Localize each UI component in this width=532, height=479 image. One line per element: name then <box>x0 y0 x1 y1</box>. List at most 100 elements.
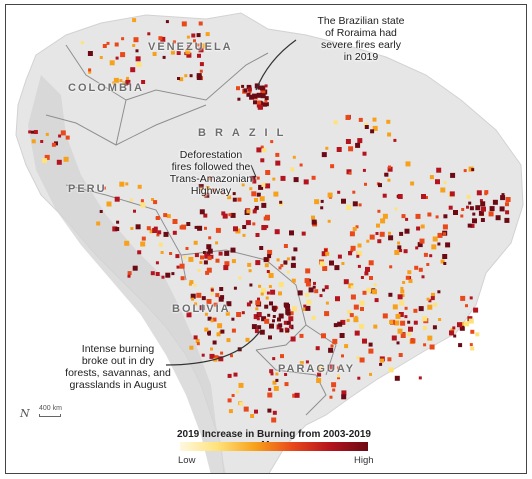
fire-pixel <box>184 74 188 78</box>
fire-pixel <box>260 85 266 91</box>
fire-pixel <box>193 335 198 340</box>
fire-pixel <box>290 167 295 172</box>
fire-pixel <box>472 218 477 224</box>
fire-pixel <box>258 284 262 288</box>
fire-pixel <box>210 347 213 351</box>
fire-pixel <box>387 178 391 182</box>
fire-pixel <box>404 306 408 310</box>
fire-pixel <box>153 200 158 205</box>
fire-pixel <box>291 256 296 261</box>
fire-pixel <box>222 213 228 219</box>
fire-pixel <box>260 292 264 296</box>
fire-pixel <box>250 414 255 418</box>
fire-pixel <box>428 299 432 303</box>
fire-pixel <box>215 227 221 233</box>
fire-pixel <box>28 130 32 134</box>
fire-pixel <box>140 241 146 247</box>
fire-pixel <box>362 168 366 172</box>
fire-pixel <box>378 183 382 188</box>
fire-pixel <box>136 62 142 67</box>
fire-pixel <box>289 230 294 236</box>
fire-pixel <box>386 119 391 124</box>
fire-pixel <box>333 120 338 125</box>
fire-pixel <box>135 49 139 53</box>
fire-pixel <box>279 328 284 333</box>
andes-shading <box>28 75 226 473</box>
fire-pixel <box>480 218 485 222</box>
fire-pixel <box>334 265 340 271</box>
fire-pixel <box>260 288 266 294</box>
fire-pixel <box>356 254 360 258</box>
highway-leader-line <box>250 164 257 178</box>
fire-pixel <box>337 376 340 380</box>
fire-pixel <box>236 312 242 317</box>
fire-pixel <box>311 315 316 320</box>
fire-pixel <box>397 194 403 199</box>
fire-pixel <box>427 212 432 217</box>
fire-pixel <box>243 406 249 412</box>
fire-pixel <box>401 214 406 219</box>
fire-pixel <box>372 117 377 122</box>
fire-pixel <box>179 263 185 269</box>
fire-pixel <box>394 320 400 326</box>
fire-pixel <box>163 231 169 237</box>
fire-pixel <box>158 36 163 41</box>
fire-pixel <box>133 209 136 213</box>
fire-pixel <box>201 296 206 301</box>
fire-pixel <box>246 209 251 214</box>
fire-pixel <box>260 145 264 149</box>
fire-pixel <box>196 43 200 47</box>
fire-pixel <box>172 40 176 44</box>
fire-pixel <box>99 56 103 59</box>
fire-pixel <box>60 130 66 136</box>
fire-pixel <box>267 313 271 317</box>
fire-pixel <box>165 272 171 278</box>
fire-pixel <box>199 187 203 191</box>
fire-pixel <box>285 303 290 309</box>
fire-pixel <box>289 311 294 316</box>
annotation-roraima-line-3: severe fires early <box>321 39 401 51</box>
fire-pixel <box>254 329 259 334</box>
fire-pixel <box>268 285 272 288</box>
fire-pixel <box>440 187 446 193</box>
fire-pixel <box>259 329 265 335</box>
fire-pixel <box>212 340 217 345</box>
fire-pixel <box>394 250 400 255</box>
fire-pixel <box>321 251 327 257</box>
fire-pixel <box>346 205 352 210</box>
fire-pixel <box>344 344 349 349</box>
fire-pixel <box>395 313 401 319</box>
fire-pixel <box>147 32 151 36</box>
fire-pixel <box>403 249 408 254</box>
fire-pixel <box>460 295 466 301</box>
fire-pixel <box>247 262 252 267</box>
fire-pixel <box>237 97 241 101</box>
fire-pixel <box>88 70 92 74</box>
fire-pixel <box>405 161 411 167</box>
fire-pixel <box>450 172 456 178</box>
fire-pixel <box>380 358 384 363</box>
fire-pixel <box>271 417 277 423</box>
fire-pixel <box>249 300 253 304</box>
fire-pixel <box>505 202 509 207</box>
fire-pixel <box>188 256 194 262</box>
fire-pixel <box>199 209 205 215</box>
fire-pixel <box>246 302 251 307</box>
fire-pixel <box>357 376 361 380</box>
fire-pixel <box>423 252 428 257</box>
fire-pixel <box>202 251 206 254</box>
fire-pixel <box>332 388 336 392</box>
fire-pixel <box>260 88 266 94</box>
fire-pixel <box>232 192 236 196</box>
fire-pixel <box>273 386 279 391</box>
fire-pixel <box>442 224 448 230</box>
fire-pixel <box>468 166 474 172</box>
fire-pixel <box>246 92 251 97</box>
fire-pixel <box>197 269 201 273</box>
fire-pixel <box>495 215 501 221</box>
fire-pixel <box>225 311 230 316</box>
fire-pixel <box>268 273 274 278</box>
fire-pixel <box>135 224 141 230</box>
fire-pixel <box>207 316 212 321</box>
fire-pixel <box>301 231 306 236</box>
